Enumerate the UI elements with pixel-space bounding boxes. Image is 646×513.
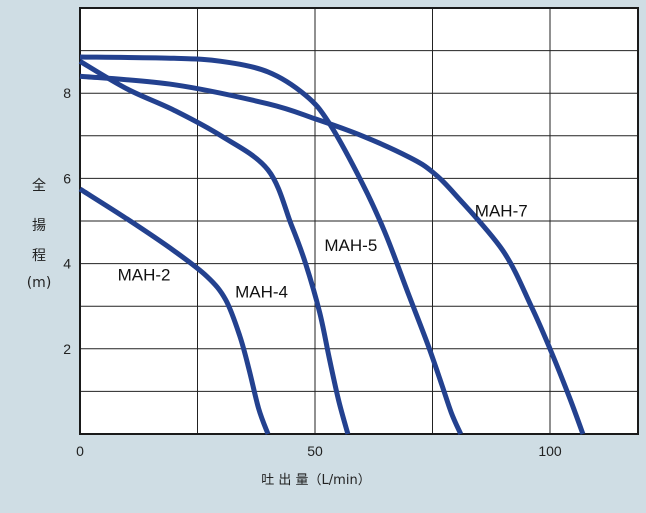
x-tick-label: 0 [76,443,84,459]
y-axis-label-char: 全 [32,177,46,194]
series-line-mah-5 [79,54,463,436]
series-labels: MAH-2 MAH-4 MAH-5 MAH-7 [118,202,528,302]
y-tick-label: 8 [63,85,71,101]
y-tick-labels: 2 4 6 8 [63,85,71,357]
y-axis-label-char: 揚 [32,217,46,234]
y-tick-label: 4 [63,256,71,272]
y-axis-label-char: 程 [32,248,46,264]
series-line-mah-2 [78,186,271,435]
series-lines [78,54,586,436]
x-tick-label: 50 [307,443,323,459]
x-tick-labels: 0 50 100 [76,443,562,459]
plot-frame [79,7,639,435]
x-tick-label: 100 [538,443,562,459]
series-label-mah-2: MAH-2 [118,266,171,285]
series-line-mah-4 [78,59,351,435]
series-line-mah-7 [79,73,586,435]
y-tick-label: 2 [63,341,71,357]
series-label-mah-5: MAH-5 [324,236,377,255]
y-tick-label: 6 [63,170,71,186]
y-axis-label: 全揚程 (m) [27,177,52,291]
series-label-mah-4: MAH-4 [235,283,288,302]
y-axis-label-char: (m) [27,275,52,291]
series-label-mah-7: MAH-7 [475,202,528,221]
x-axis-label: 吐 出 量（L/min） [261,473,370,488]
